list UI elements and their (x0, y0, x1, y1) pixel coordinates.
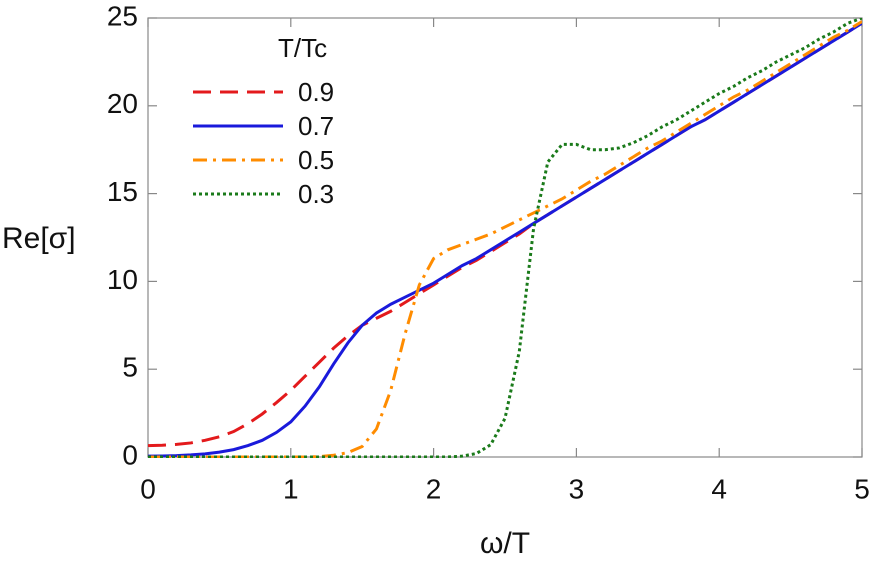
legend-label: 0.3 (298, 179, 334, 209)
y-axis-label: Re[σ] (2, 222, 76, 255)
y-tick-label: 25 (107, 0, 138, 31)
plot-area (148, 18, 862, 458)
x-tick-label: 1 (283, 473, 299, 504)
legend-label: 0.5 (298, 145, 334, 175)
legend-label: 0.7 (298, 111, 334, 141)
y-tick-label: 5 (122, 352, 138, 383)
legend-label: 0.9 (298, 77, 334, 107)
legend-title: T/Tc (278, 33, 327, 63)
y-tick-label: 10 (107, 264, 138, 295)
y-tick-label: 20 (107, 88, 138, 119)
y-tick-label: 0 (122, 439, 138, 470)
x-tick-label: 0 (140, 473, 156, 504)
series-line (148, 20, 862, 458)
x-tick-label: 5 (854, 473, 870, 504)
plot-frame (147, 17, 863, 458)
x-tick-label: 4 (711, 473, 727, 504)
x-tick-label: 3 (569, 473, 585, 504)
series-line (148, 21, 862, 458)
y-tick-label: 15 (107, 176, 138, 207)
x-axis-label: ω/T (480, 527, 530, 560)
x-tick-label: 2 (426, 473, 442, 504)
